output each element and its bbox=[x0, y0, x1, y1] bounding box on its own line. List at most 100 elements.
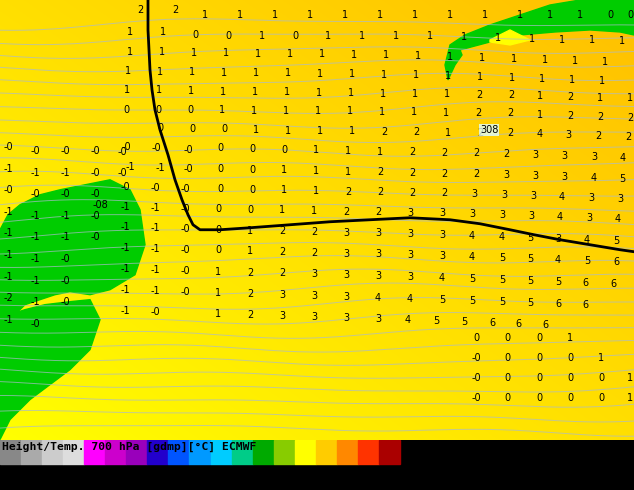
Text: -0: -0 bbox=[180, 204, 190, 214]
Text: 1: 1 bbox=[599, 76, 605, 86]
Text: 2: 2 bbox=[137, 5, 143, 15]
Text: 5: 5 bbox=[499, 253, 505, 263]
Text: -0: -0 bbox=[60, 276, 70, 286]
Text: -0: -0 bbox=[90, 232, 100, 242]
Text: 2: 2 bbox=[375, 207, 381, 217]
Text: 1: 1 bbox=[156, 85, 162, 95]
Polygon shape bbox=[0, 180, 145, 365]
Text: -0: -0 bbox=[150, 307, 160, 317]
Text: -0: -0 bbox=[30, 318, 40, 329]
Text: 0: 0 bbox=[247, 205, 253, 215]
Text: -0: -0 bbox=[471, 353, 481, 363]
Text: 36: 36 bbox=[311, 466, 320, 472]
Text: -0: -0 bbox=[120, 182, 130, 192]
Text: 0: 0 bbox=[281, 145, 287, 155]
Text: -1: -1 bbox=[60, 232, 70, 242]
Text: © weatheronline.co.uk: © weatheronline.co.uk bbox=[415, 468, 547, 478]
Text: 0: 0 bbox=[607, 10, 613, 20]
Text: 0: 0 bbox=[217, 143, 223, 153]
Text: 4: 4 bbox=[584, 235, 590, 245]
Text: -1: -1 bbox=[120, 306, 130, 316]
Text: -1: -1 bbox=[150, 265, 160, 275]
Text: 3: 3 bbox=[530, 191, 536, 201]
Text: 1: 1 bbox=[157, 67, 163, 77]
Text: -0: -0 bbox=[60, 146, 70, 156]
Text: 3: 3 bbox=[407, 271, 413, 282]
Text: 4: 4 bbox=[555, 255, 561, 265]
Text: 1: 1 bbox=[351, 50, 357, 60]
Text: 1: 1 bbox=[380, 89, 386, 99]
Text: 1: 1 bbox=[253, 125, 259, 135]
Text: 4: 4 bbox=[591, 173, 597, 183]
Text: -1: -1 bbox=[150, 244, 160, 254]
Text: -24: -24 bbox=[99, 466, 112, 472]
Text: 0: 0 bbox=[504, 333, 510, 343]
Text: Su 02-06-2024 18:00 UTC (06+84): Su 02-06-2024 18:00 UTC (06+84) bbox=[408, 441, 621, 452]
Text: 0: 0 bbox=[221, 124, 227, 134]
Text: 2: 2 bbox=[311, 227, 317, 237]
Text: 0: 0 bbox=[187, 105, 193, 115]
Text: -0: -0 bbox=[60, 296, 70, 307]
Text: -0: -0 bbox=[90, 211, 100, 221]
Text: 48: 48 bbox=[354, 466, 362, 472]
Text: 1: 1 bbox=[444, 89, 450, 99]
Text: 4: 4 bbox=[469, 231, 475, 241]
Text: 5: 5 bbox=[584, 256, 590, 266]
Text: 4: 4 bbox=[559, 192, 565, 202]
Text: 1: 1 bbox=[413, 70, 419, 80]
Bar bbox=[63, 440, 84, 464]
Text: 3: 3 bbox=[311, 269, 317, 279]
Text: 3: 3 bbox=[565, 130, 571, 140]
Text: 1: 1 bbox=[316, 88, 322, 98]
Text: -1: -1 bbox=[60, 211, 70, 221]
Text: -0: -0 bbox=[183, 164, 193, 174]
Text: -0: -0 bbox=[180, 287, 190, 296]
Text: 1: 1 bbox=[315, 106, 321, 116]
Text: 1: 1 bbox=[495, 33, 501, 43]
Text: 4: 4 bbox=[439, 273, 445, 283]
Text: -54: -54 bbox=[0, 466, 6, 472]
Text: 3: 3 bbox=[343, 249, 349, 259]
Text: 1: 1 bbox=[215, 288, 221, 298]
Text: 1: 1 bbox=[427, 31, 433, 41]
Text: 1: 1 bbox=[215, 267, 221, 277]
Text: 1: 1 bbox=[252, 87, 258, 97]
Text: 3: 3 bbox=[439, 208, 445, 218]
Text: 5: 5 bbox=[433, 316, 439, 326]
Text: 6: 6 bbox=[582, 278, 588, 288]
Text: -1: -1 bbox=[150, 203, 160, 213]
Text: 0: 0 bbox=[567, 353, 573, 363]
Text: 1: 1 bbox=[342, 10, 348, 20]
Text: -1: -1 bbox=[125, 162, 135, 172]
Text: 54: 54 bbox=[375, 466, 383, 472]
Text: 1: 1 bbox=[313, 166, 319, 176]
Text: 2: 2 bbox=[343, 207, 349, 217]
Text: 1: 1 bbox=[619, 36, 625, 46]
Text: 4: 4 bbox=[620, 153, 626, 163]
Text: -38: -38 bbox=[57, 466, 70, 472]
Text: -1: -1 bbox=[150, 223, 160, 233]
Text: -1: -1 bbox=[3, 164, 13, 174]
Text: 308: 308 bbox=[480, 125, 498, 135]
Text: 0: 0 bbox=[567, 372, 573, 383]
Text: 1: 1 bbox=[349, 126, 355, 136]
Text: 1: 1 bbox=[359, 31, 365, 41]
Text: 1: 1 bbox=[311, 206, 317, 216]
Text: 2: 2 bbox=[567, 111, 573, 121]
Text: 1: 1 bbox=[537, 91, 543, 101]
Text: 0: 0 bbox=[598, 372, 604, 383]
Text: -42: -42 bbox=[36, 466, 48, 472]
Text: 1: 1 bbox=[445, 128, 451, 138]
Text: -1: -1 bbox=[3, 250, 13, 260]
Text: 1: 1 bbox=[447, 52, 453, 62]
Polygon shape bbox=[0, 300, 100, 440]
Text: 1: 1 bbox=[572, 56, 578, 66]
Text: 1: 1 bbox=[542, 55, 548, 65]
Text: 1: 1 bbox=[348, 88, 354, 98]
Text: 3: 3 bbox=[439, 251, 445, 261]
Text: 3: 3 bbox=[375, 270, 381, 281]
Bar bbox=[105, 440, 126, 464]
Text: 0: 0 bbox=[225, 31, 231, 41]
Text: 24: 24 bbox=[269, 466, 278, 472]
Text: 1: 1 bbox=[602, 57, 608, 67]
